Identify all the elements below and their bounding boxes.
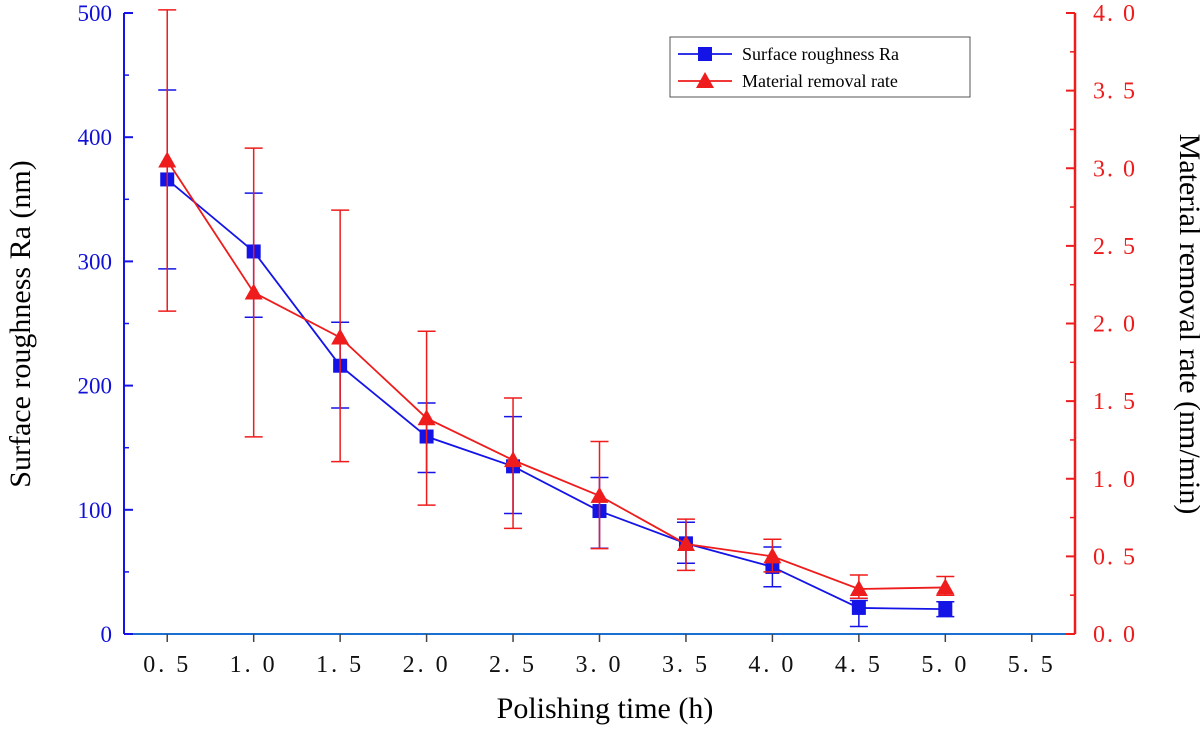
x-tick-label: 4. 0: [748, 652, 796, 678]
x-tick-label: 3. 0: [576, 652, 624, 678]
right-y-tick-label: 4. 0: [1093, 1, 1137, 27]
roughness-series: [158, 89, 955, 628]
left-y-tick-label: 100: [78, 498, 113, 523]
data-point-square: [851, 600, 866, 615]
right-y-tick-label: 0. 0: [1093, 622, 1137, 648]
x-tick-label: 3. 5: [662, 652, 710, 678]
right-y-tick-label: 1. 5: [1093, 389, 1137, 415]
left-y-tick-label: 400: [78, 125, 113, 150]
legend-box: [669, 36, 971, 98]
legend-label: Surface roughness Ra: [742, 44, 899, 64]
data-point-triangle: [849, 579, 868, 596]
data-point-triangle: [331, 328, 350, 345]
data-point-triangle: [590, 486, 609, 503]
legend-square-icon: [698, 47, 712, 61]
left-y-axis-title: Surface roughness Ra (nm): [4, 160, 37, 487]
data-point-triangle: [676, 534, 695, 551]
x-tick-label: 5. 5: [1008, 652, 1056, 678]
data-point-triangle: [417, 409, 436, 426]
x-tick-label: 1. 0: [230, 652, 278, 678]
right-y-tick-label: 3. 5: [1093, 79, 1137, 105]
axes-layer: 0. 5 1. 0 1. 5 2. 0 2. 5 3. 0 3. 5 4. 0 4. 5 5. 0…: [78, 1, 1137, 678]
data-point-triangle: [763, 547, 782, 564]
left-y-tick-label: 300: [78, 249, 113, 274]
data-point-triangle: [158, 151, 177, 168]
left-y-tick-label: 0: [101, 622, 113, 647]
x-tick-label: 4. 5: [835, 652, 883, 678]
data-point-square: [938, 602, 953, 617]
x-axis-title: Polishing time (h): [497, 692, 714, 725]
right-y-tick-label: 2. 5: [1093, 234, 1137, 260]
x-tick-label: 1. 5: [316, 652, 364, 678]
right-y-tick-label: 0. 5: [1093, 544, 1137, 570]
left-y-tick-label: 200: [78, 374, 113, 399]
legend-label: Material removal rate: [742, 71, 898, 91]
x-tick-label: 2. 5: [489, 652, 537, 678]
x-tick-label: 5. 0: [921, 652, 969, 678]
right-y-tick-label: 2. 0: [1093, 312, 1137, 338]
data-point-triangle: [504, 451, 523, 468]
x-tick-label: 2. 0: [403, 652, 451, 678]
series-line: [166, 159, 946, 590]
x-tick-label: 0. 5: [143, 652, 191, 678]
left-y-tick-label: 500: [78, 1, 113, 26]
right-y-axis-title: Material removal rate (nm/min): [1173, 134, 1200, 515]
removal-rate-series: [158, 9, 955, 600]
legend-triangle-icon: [696, 72, 714, 88]
data-point-triangle: [936, 578, 955, 595]
series-line: [166, 178, 946, 611]
right-y-tick-label: 3. 0: [1093, 156, 1137, 182]
legend: Surface roughness Ra Material removal rat…: [669, 36, 971, 98]
series-layer: [158, 9, 955, 628]
right-y-tick-label: 1. 0: [1093, 467, 1137, 493]
data-point-triangle: [244, 283, 263, 300]
